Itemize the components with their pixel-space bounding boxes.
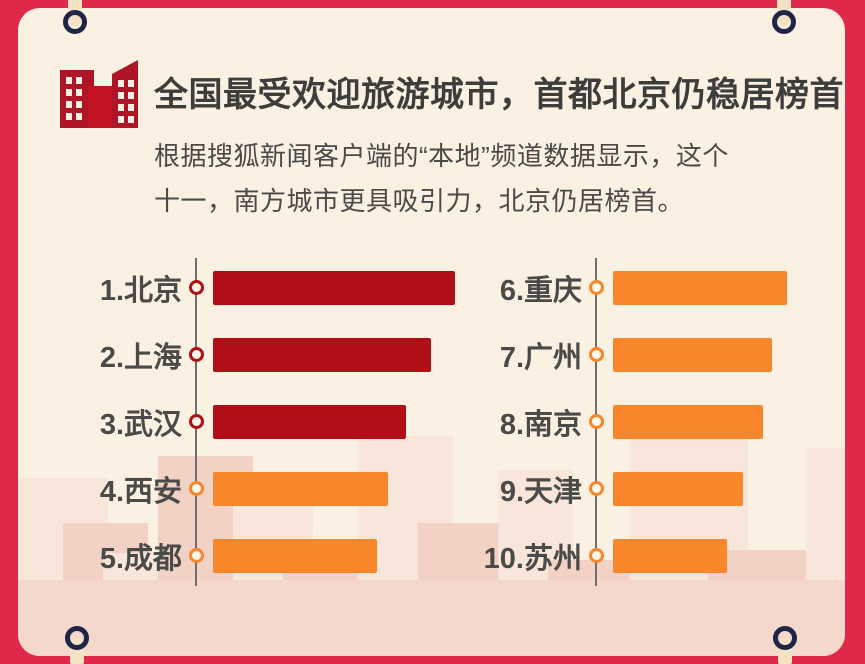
axis-dot-icon [189, 347, 204, 362]
chart-row-7: 7.广州 [458, 321, 845, 388]
bar-广州 [613, 337, 772, 372]
bar-武汉 [213, 404, 406, 439]
bar-label-天津: 9.天津 [499, 475, 582, 508]
page-title: 全国最受欢迎旅游城市，首都北京仍稳居榜首 [154, 75, 844, 114]
bar-label-南京: 8.南京 [499, 408, 582, 441]
bar-北京 [213, 270, 455, 305]
chart-row-5: 5.成都 [58, 522, 483, 589]
bar-上海 [213, 337, 431, 372]
chart-row-6: 6.重庆 [458, 254, 845, 321]
axis-dot-icon [589, 347, 604, 362]
bar-label-重庆: 6.重庆 [499, 274, 582, 307]
bar-label-广州: 7.广州 [499, 341, 582, 374]
axis-dot-icon [189, 481, 204, 496]
header: 全国最受欢迎旅游城市，首都北京仍稳居榜首 [58, 52, 844, 130]
chart-row-9: 9.天津 [458, 455, 845, 522]
axis-dot-icon [189, 280, 204, 295]
bar-成都 [213, 538, 377, 573]
chart-row-2: 2.上海 [58, 321, 483, 388]
bar-label-西安: 4.西安 [99, 475, 182, 508]
chart-column-left: 1.北京 2.上海 3.武汉 4.西安 5.成都 [58, 254, 483, 590]
chart-row-8: 8.南京 [458, 388, 845, 455]
subtitle-line-1: 根据搜狐新闻客户端的“本地”频道数据显示，这个 [154, 141, 729, 171]
bar-天津 [613, 471, 743, 506]
bar-西安 [213, 471, 388, 506]
chart-row-4: 4.西安 [58, 455, 483, 522]
axis-dot-icon [589, 280, 604, 295]
bar-苏州 [613, 538, 727, 573]
axis-dot-icon [589, 548, 604, 563]
bar-label-苏州: 10.苏州 [483, 542, 582, 575]
buildings-icon [60, 60, 138, 128]
bar-南京 [613, 404, 763, 439]
chart-row-10: 10.苏州 [458, 522, 845, 589]
subtitle: 根据搜狐新闻客户端的“本地”频道数据显示，这个 十一，南方城市更具吸引力，北京仍… [154, 134, 834, 224]
axis-dot-icon [589, 481, 604, 496]
chart-column-right: 6.重庆 7.广州 8.南京 9.天津 10.苏州 [458, 254, 845, 590]
bar-label-成都: 5.成都 [99, 542, 182, 575]
infographic-card: 全国最受欢迎旅游城市，首都北京仍稳居榜首 根据搜狐新闻客户端的“本地”频道数据显… [18, 8, 845, 656]
chart-row-3: 3.武汉 [58, 388, 483, 455]
bar-label-武汉: 3.武汉 [99, 408, 182, 441]
bar-label-北京: 1.北京 [99, 274, 182, 307]
bar-label-上海: 2.上海 [99, 341, 182, 374]
chart-row-1: 1.北京 [58, 254, 483, 321]
subtitle-line-2: 十一，南方城市更具吸引力，北京仍居榜首。 [154, 186, 685, 216]
axis-dot-icon [189, 414, 204, 429]
axis-dot-icon [189, 548, 204, 563]
axis-dot-icon [589, 414, 604, 429]
bar-重庆 [613, 270, 787, 305]
